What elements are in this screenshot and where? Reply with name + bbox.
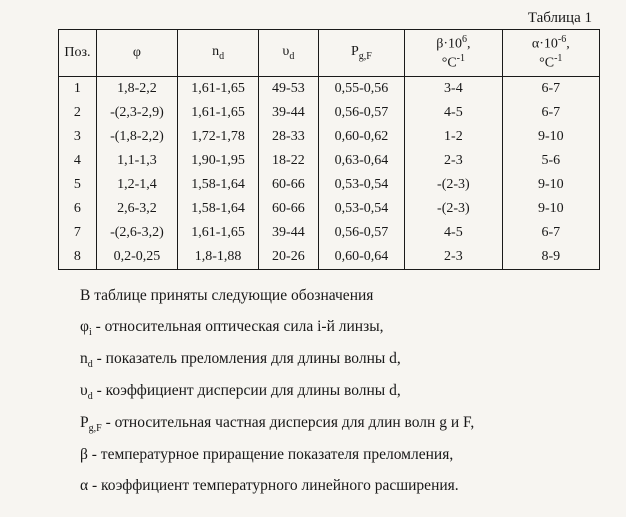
cell-pgf: 0,53-0,54 [318,197,405,221]
cell-alpha: 8-9 [502,245,599,270]
parameters-table: Поз. φ nd υd Pg,F β·106,°C-1 α·10-6,°C-1… [58,29,600,270]
col-header-alpha: α·10-6,°C-1 [502,30,599,77]
cell-beta: 2-3 [405,149,502,173]
table-body: 11,8-2,21,61-1,6549-530,55-0,563-46-72-(… [59,76,600,269]
cell-nd: 1,61-1,65 [178,221,259,245]
table-row: 3-(1,8-2,2)1,72-1,7828-330,60-0,621-29-1… [59,125,600,149]
col-header-nd: nd [178,30,259,77]
table-row: 80,2-0,251,8-1,8820-260,60-0,642-38-9 [59,245,600,270]
table-row: 51,2-1,41,58-1,6460-660,53-0,54-(2-3)9-1… [59,173,600,197]
cell-phi: -(2,6-3,2) [96,221,177,245]
cell-beta: 2-3 [405,245,502,270]
cell-pgf: 0,56-0,57 [318,101,405,125]
legend-item: α - коэффициент температурного линейного… [80,470,600,501]
table-row: 62,6-3,21,58-1,6460-660,53-0,54-(2-3)9-1… [59,197,600,221]
page: Таблица 1 Поз. φ nd υd Pg,F β·106,°C-1 α… [0,0,626,517]
cell-alpha: 6-7 [502,101,599,125]
table-row: 2-(2,3-2,9)1,61-1,6539-440,56-0,574-56-7 [59,101,600,125]
cell-vd: 60-66 [259,173,319,197]
cell-pos: 2 [59,101,97,125]
table-row: 7-(2,6-3,2)1,61-1,6539-440,56-0,574-56-7 [59,221,600,245]
cell-alpha: 9-10 [502,173,599,197]
cell-pos: 7 [59,221,97,245]
legend-intro: В таблице приняты следующие обозначения [80,280,600,311]
cell-nd: 1,61-1,65 [178,76,259,101]
cell-beta: -(2-3) [405,197,502,221]
col-header-pos: Поз. [59,30,97,77]
cell-beta: 4-5 [405,221,502,245]
cell-beta: 4-5 [405,101,502,125]
col-header-phi: φ [96,30,177,77]
table-caption: Таблица 1 [58,10,596,27]
cell-vd: 18-22 [259,149,319,173]
cell-nd: 1,90-1,95 [178,149,259,173]
cell-phi: -(2,3-2,9) [96,101,177,125]
cell-pgf: 0,63-0,64 [318,149,405,173]
cell-pos: 4 [59,149,97,173]
cell-beta: 3-4 [405,76,502,101]
cell-vd: 39-44 [259,221,319,245]
legend-item: nd - показатель преломления для длины во… [80,343,600,375]
cell-nd: 1,61-1,65 [178,101,259,125]
cell-phi: 1,2-1,4 [96,173,177,197]
cell-vd: 28-33 [259,125,319,149]
cell-pos: 3 [59,125,97,149]
legend-items: φi - относительная оптическая сила i-й л… [80,311,600,501]
cell-pgf: 0,60-0,64 [318,245,405,270]
cell-alpha: 6-7 [502,221,599,245]
cell-pos: 1 [59,76,97,101]
table-row: 11,8-2,21,61-1,6549-530,55-0,563-46-7 [59,76,600,101]
cell-alpha: 9-10 [502,197,599,221]
cell-vd: 49-53 [259,76,319,101]
cell-beta: -(2-3) [405,173,502,197]
cell-pgf: 0,56-0,57 [318,221,405,245]
cell-nd: 1,72-1,78 [178,125,259,149]
cell-vd: 60-66 [259,197,319,221]
legend: В таблице приняты следующие обозначения … [80,280,600,501]
legend-item: φi - относительная оптическая сила i-й л… [80,311,600,343]
cell-pos: 5 [59,173,97,197]
table-row: 41,1-1,31,90-1,9518-220,63-0,642-35-6 [59,149,600,173]
legend-item: β - температурное приращение показателя … [80,439,600,470]
cell-nd: 1,8-1,88 [178,245,259,270]
legend-item: υd - коэффициент дисперсии для длины вол… [80,375,600,407]
cell-phi: 1,8-2,2 [96,76,177,101]
cell-phi: -(1,8-2,2) [96,125,177,149]
cell-nd: 1,58-1,64 [178,173,259,197]
col-header-beta: β·106,°C-1 [405,30,502,77]
cell-pos: 8 [59,245,97,270]
cell-pgf: 0,55-0,56 [318,76,405,101]
cell-vd: 20-26 [259,245,319,270]
cell-alpha: 9-10 [502,125,599,149]
col-header-vd: υd [259,30,319,77]
cell-alpha: 6-7 [502,76,599,101]
cell-phi: 1,1-1,3 [96,149,177,173]
cell-pgf: 0,60-0,62 [318,125,405,149]
col-header-pgf: Pg,F [318,30,405,77]
cell-pos: 6 [59,197,97,221]
cell-vd: 39-44 [259,101,319,125]
cell-phi: 2,6-3,2 [96,197,177,221]
cell-pgf: 0,53-0,54 [318,173,405,197]
cell-phi: 0,2-0,25 [96,245,177,270]
cell-alpha: 5-6 [502,149,599,173]
cell-beta: 1-2 [405,125,502,149]
cell-nd: 1,58-1,64 [178,197,259,221]
legend-item: Pg,F - относительная частная дисперсия д… [80,407,600,439]
table-head: Поз. φ nd υd Pg,F β·106,°C-1 α·10-6,°C-1 [59,30,600,77]
